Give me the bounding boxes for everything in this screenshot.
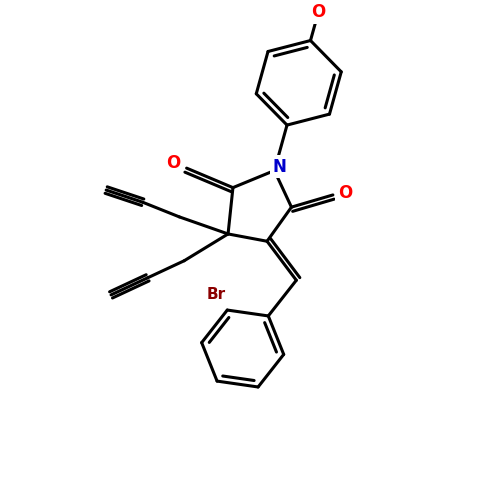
Text: Br: Br xyxy=(206,287,226,302)
Text: O: O xyxy=(311,4,326,22)
Text: O: O xyxy=(338,184,352,202)
Text: N: N xyxy=(272,158,286,176)
Text: O: O xyxy=(166,154,180,172)
